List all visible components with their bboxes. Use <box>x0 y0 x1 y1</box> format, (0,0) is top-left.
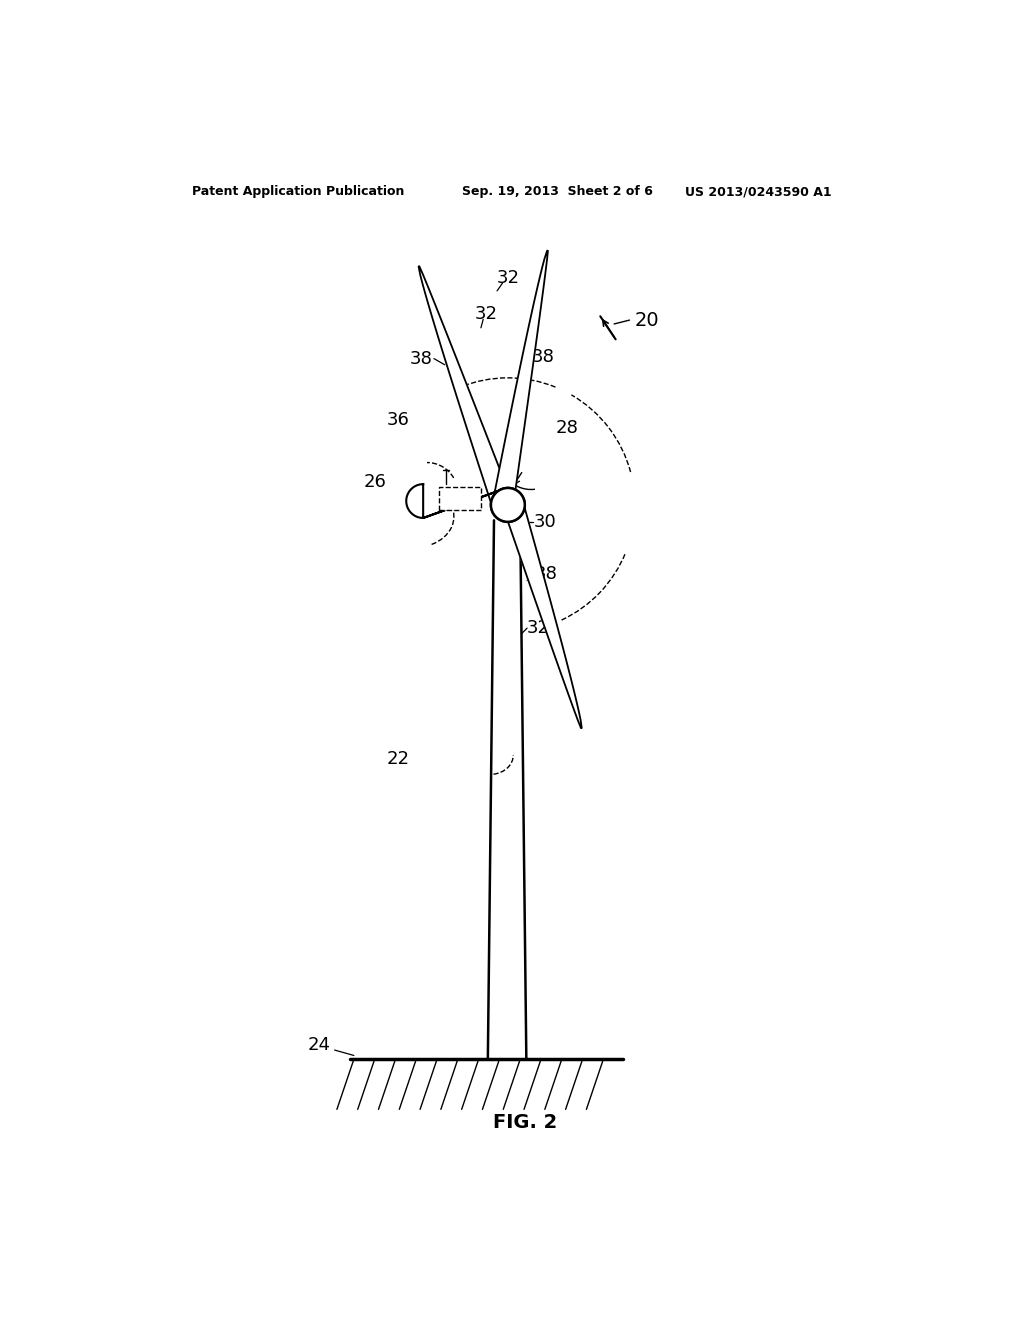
Text: FIG. 2: FIG. 2 <box>493 1113 557 1133</box>
Circle shape <box>490 488 525 521</box>
Circle shape <box>490 488 525 521</box>
Text: 28: 28 <box>556 418 579 437</box>
Text: 38: 38 <box>411 350 433 367</box>
Text: 32: 32 <box>497 269 519 286</box>
Text: 22: 22 <box>387 750 410 768</box>
Text: 38: 38 <box>535 565 558 583</box>
Text: 24: 24 <box>307 1036 331 1055</box>
Bar <box>438 487 481 511</box>
Text: 20: 20 <box>634 310 658 330</box>
Text: Patent Application Publication: Patent Application Publication <box>193 185 404 198</box>
Polygon shape <box>503 500 582 729</box>
Text: 36: 36 <box>387 412 410 429</box>
Polygon shape <box>493 251 548 506</box>
Text: 32: 32 <box>475 305 498 323</box>
Text: US 2013/0243590 A1: US 2013/0243590 A1 <box>685 185 831 198</box>
Text: Sep. 19, 2013  Sheet 2 of 6: Sep. 19, 2013 Sheet 2 of 6 <box>462 185 652 198</box>
Text: 30: 30 <box>534 513 556 531</box>
Polygon shape <box>419 267 513 511</box>
Polygon shape <box>407 484 511 517</box>
Text: 38: 38 <box>531 348 555 366</box>
Text: 26: 26 <box>364 473 387 491</box>
Text: 32: 32 <box>527 619 550 638</box>
